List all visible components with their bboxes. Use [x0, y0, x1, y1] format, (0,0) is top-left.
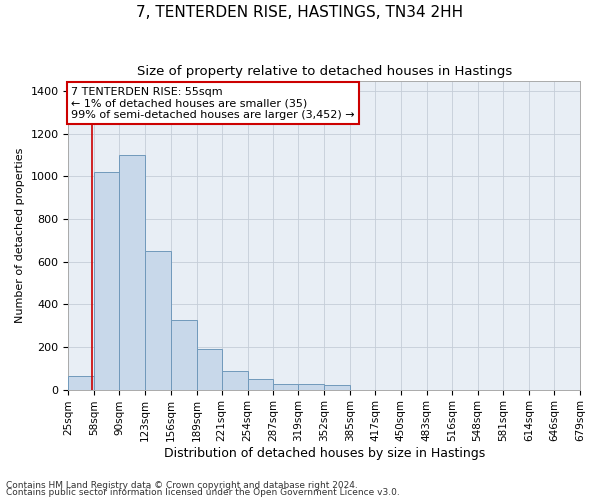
Bar — [222, 371, 248, 390]
Title: Size of property relative to detached houses in Hastings: Size of property relative to detached ho… — [137, 65, 512, 78]
Bar — [68, 376, 94, 390]
Y-axis label: Number of detached properties: Number of detached properties — [15, 148, 25, 323]
Text: 7 TENTERDEN RISE: 55sqm
← 1% of detached houses are smaller (35)
99% of semi-det: 7 TENTERDEN RISE: 55sqm ← 1% of detached… — [71, 86, 355, 120]
Bar — [298, 384, 324, 390]
Text: Contains public sector information licensed under the Open Government Licence v3: Contains public sector information licen… — [6, 488, 400, 497]
Text: 7, TENTERDEN RISE, HASTINGS, TN34 2HH: 7, TENTERDEN RISE, HASTINGS, TN34 2HH — [136, 5, 464, 20]
Bar — [197, 349, 222, 390]
Bar — [145, 251, 171, 390]
Bar — [324, 386, 350, 390]
Bar — [274, 384, 298, 390]
Bar — [171, 320, 197, 390]
Bar — [94, 172, 119, 390]
Bar — [248, 380, 274, 390]
Text: Contains HM Land Registry data © Crown copyright and database right 2024.: Contains HM Land Registry data © Crown c… — [6, 480, 358, 490]
Bar — [119, 155, 145, 390]
X-axis label: Distribution of detached houses by size in Hastings: Distribution of detached houses by size … — [164, 447, 485, 460]
